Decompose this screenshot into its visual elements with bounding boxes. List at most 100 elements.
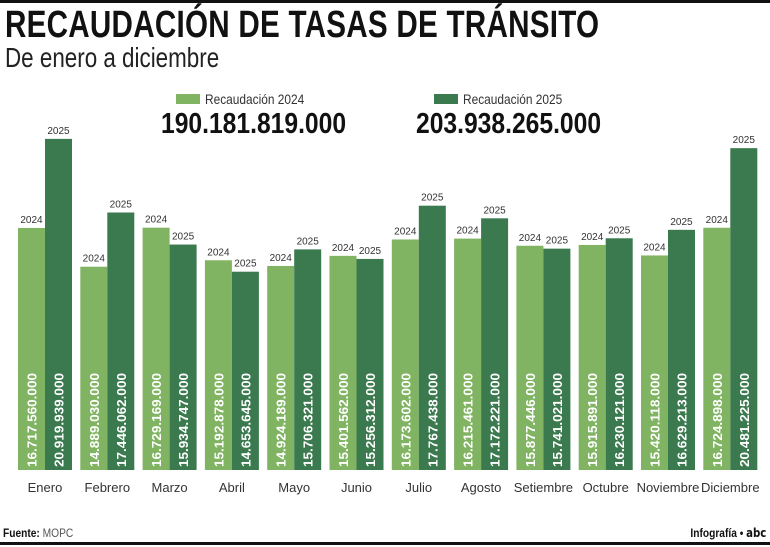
bar-2025-marzo [169,244,197,470]
bar-2025-octubre [605,238,633,470]
value-label: 15.192.878.000 [211,373,226,467]
bar-2024-enero [18,227,45,470]
bar-2025-enero [45,138,72,470]
value-label: 17.446.062.000 [114,373,129,467]
bar-2024-agosto [454,238,482,470]
month-label: Febrero [85,480,131,495]
year-label: 2024 [20,215,43,226]
legend-swatch-2025 [434,94,458,104]
value-label: 16.230.121.000 [612,373,627,467]
legend-label-2025: Recaudación 2025 [463,91,563,107]
chart-title: RECAUDACIÓN DE TASAS DE TRÁNSITO [5,4,600,46]
year-label: 2025 [546,236,569,247]
source-label: Fuente: [3,526,40,540]
value-label: 16.724.898.000 [710,373,725,467]
bar-2025-junio [356,258,384,470]
value-label: 15.706.321.000 [301,373,316,467]
credit: Infografía • abc [690,526,766,540]
value-label: 15.420.118.000 [648,373,663,467]
bar-2024-mayo [267,265,295,470]
month-label: Diciembre [701,480,760,495]
year-label: 2024 [394,226,417,237]
bar-2025-febrero [107,212,135,470]
bar-2025-abril [231,271,259,470]
source-value: MOPC [42,526,74,540]
year-label: 2025 [110,200,133,211]
total-2025: 203.938.265.000 [416,108,602,140]
chart-subtitle: De enero a diciembre [5,42,220,73]
value-label: 14.924.189.000 [274,373,289,467]
month-label: Setiembre [514,480,573,495]
value-label: 16.729.169.000 [149,373,164,467]
source-note: Fuente: MOPC [3,526,73,540]
year-label: 2025 [172,232,195,243]
year-label: 2025 [608,225,631,236]
value-label: 15.934.747.000 [176,373,191,467]
year-label: 2024 [145,215,168,226]
bar-2025-diciembre [730,148,758,471]
year-label: 2024 [456,226,479,237]
value-label: 20.481.225.000 [737,373,752,467]
year-label: 2024 [332,243,355,254]
bar-2025-setiembre [543,248,571,470]
month-label: Abril [219,480,245,495]
bar-2024-setiembre [516,245,544,470]
year-label: 2025 [47,126,70,137]
month-label: Agosto [461,480,501,495]
bottom-rule [0,542,770,545]
bar-2025-julio [418,205,446,470]
month-label: Junio [341,480,372,495]
year-label: 2024 [207,247,230,258]
month-label: Enero [28,480,63,495]
value-label: 16.173.602.000 [398,373,413,467]
bar-2024-noviembre [641,255,668,470]
bar-2024-diciembre [703,227,731,470]
bar-2024-marzo [142,227,170,470]
month-label: Mayo [278,480,310,495]
year-label: 2024 [581,232,604,243]
year-label: 2025 [359,246,382,257]
legend-item-2025: Recaudación 2025 [434,91,580,107]
credit-label: Infografía • [690,526,743,540]
value-label: 16.215.461.000 [461,373,476,467]
legend-swatch-2024 [176,94,200,104]
value-label: 15.401.562.000 [336,373,351,467]
year-label: 2025 [733,135,756,146]
year-label: 2024 [270,253,293,264]
value-label: 15.877.446.000 [523,373,538,467]
value-label: 16.717.560.000 [25,373,40,467]
legend-item-2024: Recaudación 2024 [176,91,322,107]
year-label: 2025 [483,205,506,216]
bar-2024-octubre [578,244,606,470]
bar-2025-mayo [294,249,322,470]
legend-label-2024: Recaudación 2024 [205,91,305,107]
year-label: 2025 [297,236,320,247]
year-label: 2024 [706,215,729,226]
top-rule [0,0,770,3]
value-label: 17.172.221.000 [488,373,503,467]
abc-logo: abc [745,526,766,540]
month-label: Noviembre [637,480,700,495]
year-label: 2024 [83,254,106,265]
month-label: Octubre [583,480,629,495]
year-label: 2025 [421,193,444,204]
value-label: 17.767.438.000 [425,373,440,467]
value-label: 16.629.213.000 [675,373,690,467]
bar-2025-agosto [481,218,509,470]
value-label: 15.915.891.000 [585,373,600,467]
year-label: 2024 [643,242,666,253]
month-label: Marzo [152,480,188,495]
bar-2024-abril [204,260,232,470]
bar-2025-noviembre [668,229,695,470]
value-label: 14.653.645.000 [238,373,253,467]
year-label: 2024 [519,233,542,244]
bar-2024-junio [329,255,357,470]
value-label: 15.256.312.000 [363,373,378,467]
value-label: 20.919.939.000 [52,373,67,467]
value-label: 15.741.021.000 [550,373,565,467]
value-label: 14.889.030.000 [87,373,102,467]
month-label: Julio [405,480,432,495]
total-2024: 190.181.819.000 [161,108,347,140]
bar-2024-julio [391,239,419,470]
